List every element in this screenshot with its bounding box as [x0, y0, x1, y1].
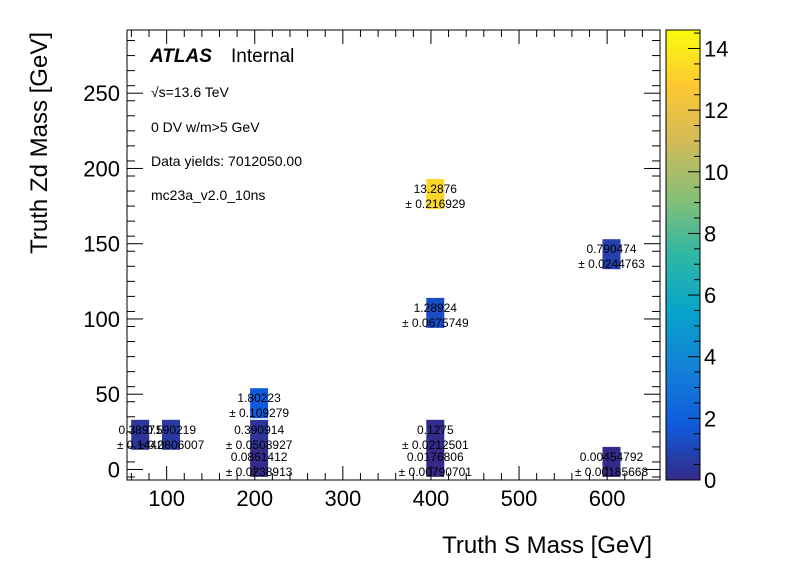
- cell-error-label: ± 0.0508927: [226, 438, 293, 452]
- y-axis-ticks: 0 50 100 150 200 250: [83, 40, 660, 482]
- cell-error-label: ± 0.109279: [229, 406, 289, 420]
- y-tick-label: 50: [96, 382, 120, 407]
- cell-value-label: 0.0861412: [231, 450, 288, 464]
- x-tick-label: 100: [148, 486, 185, 511]
- cell-value-label: 1.28924: [414, 301, 458, 315]
- y-tick-label: 250: [83, 81, 120, 106]
- x-tick-label: 300: [324, 486, 361, 511]
- selection-label: 0 DV w/m>5 GeV: [151, 119, 260, 135]
- y-tick-label: 200: [83, 156, 120, 181]
- cell-error-label: ± 0.0212501: [402, 438, 469, 452]
- cell-value-label: 0.00454792: [580, 450, 644, 464]
- colorbar-tick-label: 8: [704, 221, 716, 246]
- colorbar-tick-label: 12: [704, 98, 728, 123]
- colorbar-ticks: 0 2 4 6 8 10 12 14: [688, 32, 728, 493]
- data-yields-label: Data yields: 7012050.00: [151, 153, 302, 169]
- y-tick-label: 0: [108, 457, 120, 482]
- colorbar-tick-label: 2: [704, 406, 716, 431]
- heatmap-cell: [250, 388, 269, 419]
- x-axis-ticks: 100 200 300 400 500 600: [130, 30, 643, 511]
- heatmap-cell: [602, 239, 621, 270]
- cell-value-label: 0.1275: [417, 423, 454, 437]
- colorbar-tick-label: 14: [704, 36, 728, 61]
- energy-label: √s=13.6 TeV: [151, 84, 230, 100]
- cell-value-label: 0.390914: [234, 423, 284, 437]
- x-tick-label: 400: [413, 486, 450, 511]
- atlas-label: ATLAS: [149, 46, 212, 67]
- heatmap-cell: [162, 419, 180, 450]
- cell-value-label: 1.80223: [237, 391, 281, 405]
- cell-error-label: ± 0.216929: [405, 197, 465, 211]
- cell-value-label: 0.590219: [146, 423, 196, 437]
- cell-error-label: ± 0.00790701: [399, 465, 473, 479]
- y-axis-label: Truth Zd Mass [GeV]: [26, 32, 53, 254]
- cell-error-label: ± 0.0675749: [402, 316, 469, 330]
- heatmap-cell: [131, 419, 150, 450]
- colorbar: [665, 29, 701, 481]
- x-axis-label: Truth S Mass [GeV]: [442, 532, 652, 559]
- cell-error-label: ± 0.0244763: [578, 257, 645, 271]
- sample-label: mc23a_v2.0_10ns: [151, 187, 265, 203]
- heatmap-cell: [426, 419, 445, 450]
- y-tick-label: 100: [83, 307, 120, 332]
- x-tick-label: 500: [501, 486, 538, 511]
- heatmap-cell: [426, 179, 445, 209]
- colorbar-tick-label: 10: [704, 160, 728, 185]
- y-tick-label: 150: [83, 232, 120, 257]
- cell-error-label: ± 0.0238913: [226, 465, 293, 479]
- cell-error-label: ± 0.00185668: [575, 465, 649, 479]
- cell-value-label: 0.0176806: [407, 450, 464, 464]
- atlas-status-label: Internal: [231, 46, 294, 67]
- cell-value-label: 13.2876: [414, 182, 458, 196]
- colorbar-tick-label: 0: [704, 468, 716, 493]
- heatmap-cell: [250, 419, 269, 450]
- cell-error-label: ± 0.1442: [117, 438, 164, 452]
- cell-value-label: 0.790474: [586, 242, 636, 256]
- plot-frame: [126, 29, 661, 481]
- cells-layer: [131, 179, 621, 477]
- colorbar-tick-label: 4: [704, 345, 716, 370]
- x-tick-label: 200: [236, 486, 273, 511]
- cell-error-label: ± 0.0806007: [138, 438, 205, 452]
- heatmap-cell: [426, 297, 445, 328]
- cell-value-label: 0.38971: [119, 423, 163, 437]
- x-tick-label: 600: [589, 486, 626, 511]
- colorbar-tick-label: 6: [704, 283, 716, 308]
